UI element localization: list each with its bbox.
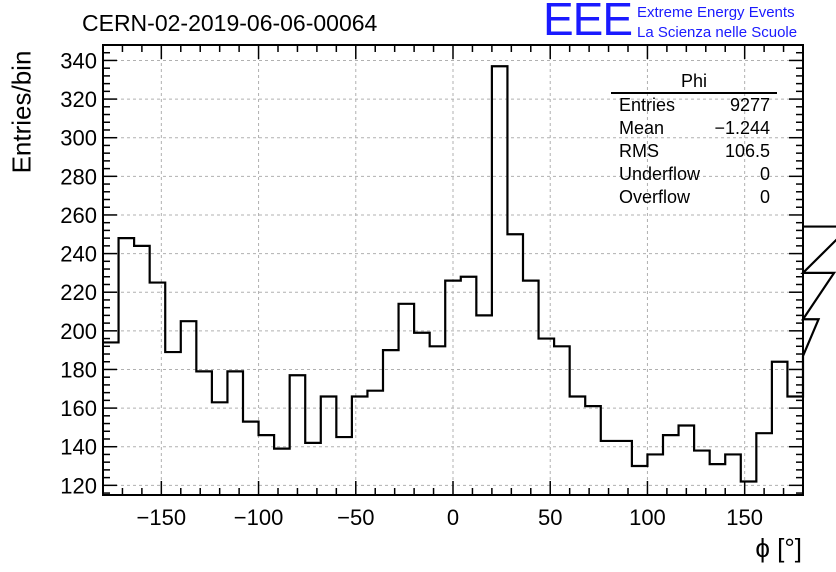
y-tick-label: 120 bbox=[60, 473, 97, 498]
y-tick-label: 280 bbox=[60, 164, 97, 189]
stats-value: 0 bbox=[759, 187, 770, 207]
run-title: CERN-02-2019-06-06-00064 bbox=[82, 10, 378, 36]
x-tick-label: 150 bbox=[726, 505, 763, 530]
x-tick-label: 50 bbox=[538, 505, 562, 530]
histogram-series bbox=[103, 65, 836, 483]
eee-logo: EEE bbox=[543, 0, 633, 45]
y-axis-label: Entries/bin bbox=[6, 50, 37, 174]
stats-value: 0 bbox=[759, 164, 770, 184]
stats-value: 106.5 bbox=[724, 141, 770, 161]
y-tick-label: 140 bbox=[60, 435, 97, 460]
y-tick-label: 340 bbox=[60, 48, 97, 73]
x-axis-label: ϕ [°] bbox=[755, 533, 802, 563]
stats-label: Underflow bbox=[619, 164, 701, 184]
y-tick-label: 180 bbox=[60, 357, 97, 382]
y-tick-label: 260 bbox=[60, 203, 97, 228]
x-tick-label: 0 bbox=[447, 505, 459, 530]
stats-label: Entries bbox=[619, 95, 676, 115]
stats-label: RMS bbox=[619, 141, 659, 161]
stats-row: Overflow 0 bbox=[611, 186, 777, 209]
logo-subtitle-2: La Scienza nelle Scuole bbox=[637, 24, 798, 41]
stats-row: RMS 106.5 bbox=[611, 140, 777, 163]
stats-value: 9277 bbox=[729, 95, 770, 115]
stats-label: Overflow bbox=[619, 187, 691, 207]
y-tick-label: 320 bbox=[60, 87, 97, 112]
stats-value: −1.244 bbox=[714, 118, 770, 138]
x-tick-label: −50 bbox=[337, 505, 374, 530]
stats-row: Underflow 0 bbox=[611, 163, 777, 186]
logo-subtitle-1: Extreme Energy Events bbox=[637, 4, 795, 21]
stats-box: Phi Entries 9277 Mean −1.244 RMS 106.5 U… bbox=[611, 72, 777, 209]
y-tick-label: 160 bbox=[60, 396, 97, 421]
stats-row: Entries 9277 bbox=[611, 94, 777, 117]
y-tick-label: 220 bbox=[60, 280, 97, 305]
x-tick-label: −100 bbox=[234, 505, 284, 530]
stats-row: Mean −1.244 bbox=[611, 117, 777, 140]
x-tick-label: 100 bbox=[629, 505, 666, 530]
x-tick-label: −150 bbox=[137, 505, 187, 530]
stats-title: Phi bbox=[611, 72, 777, 94]
y-tick-label: 240 bbox=[60, 242, 97, 267]
y-tick-label: 200 bbox=[60, 319, 97, 344]
stats-label: Mean bbox=[619, 118, 665, 138]
y-tick-label: 300 bbox=[60, 126, 97, 151]
